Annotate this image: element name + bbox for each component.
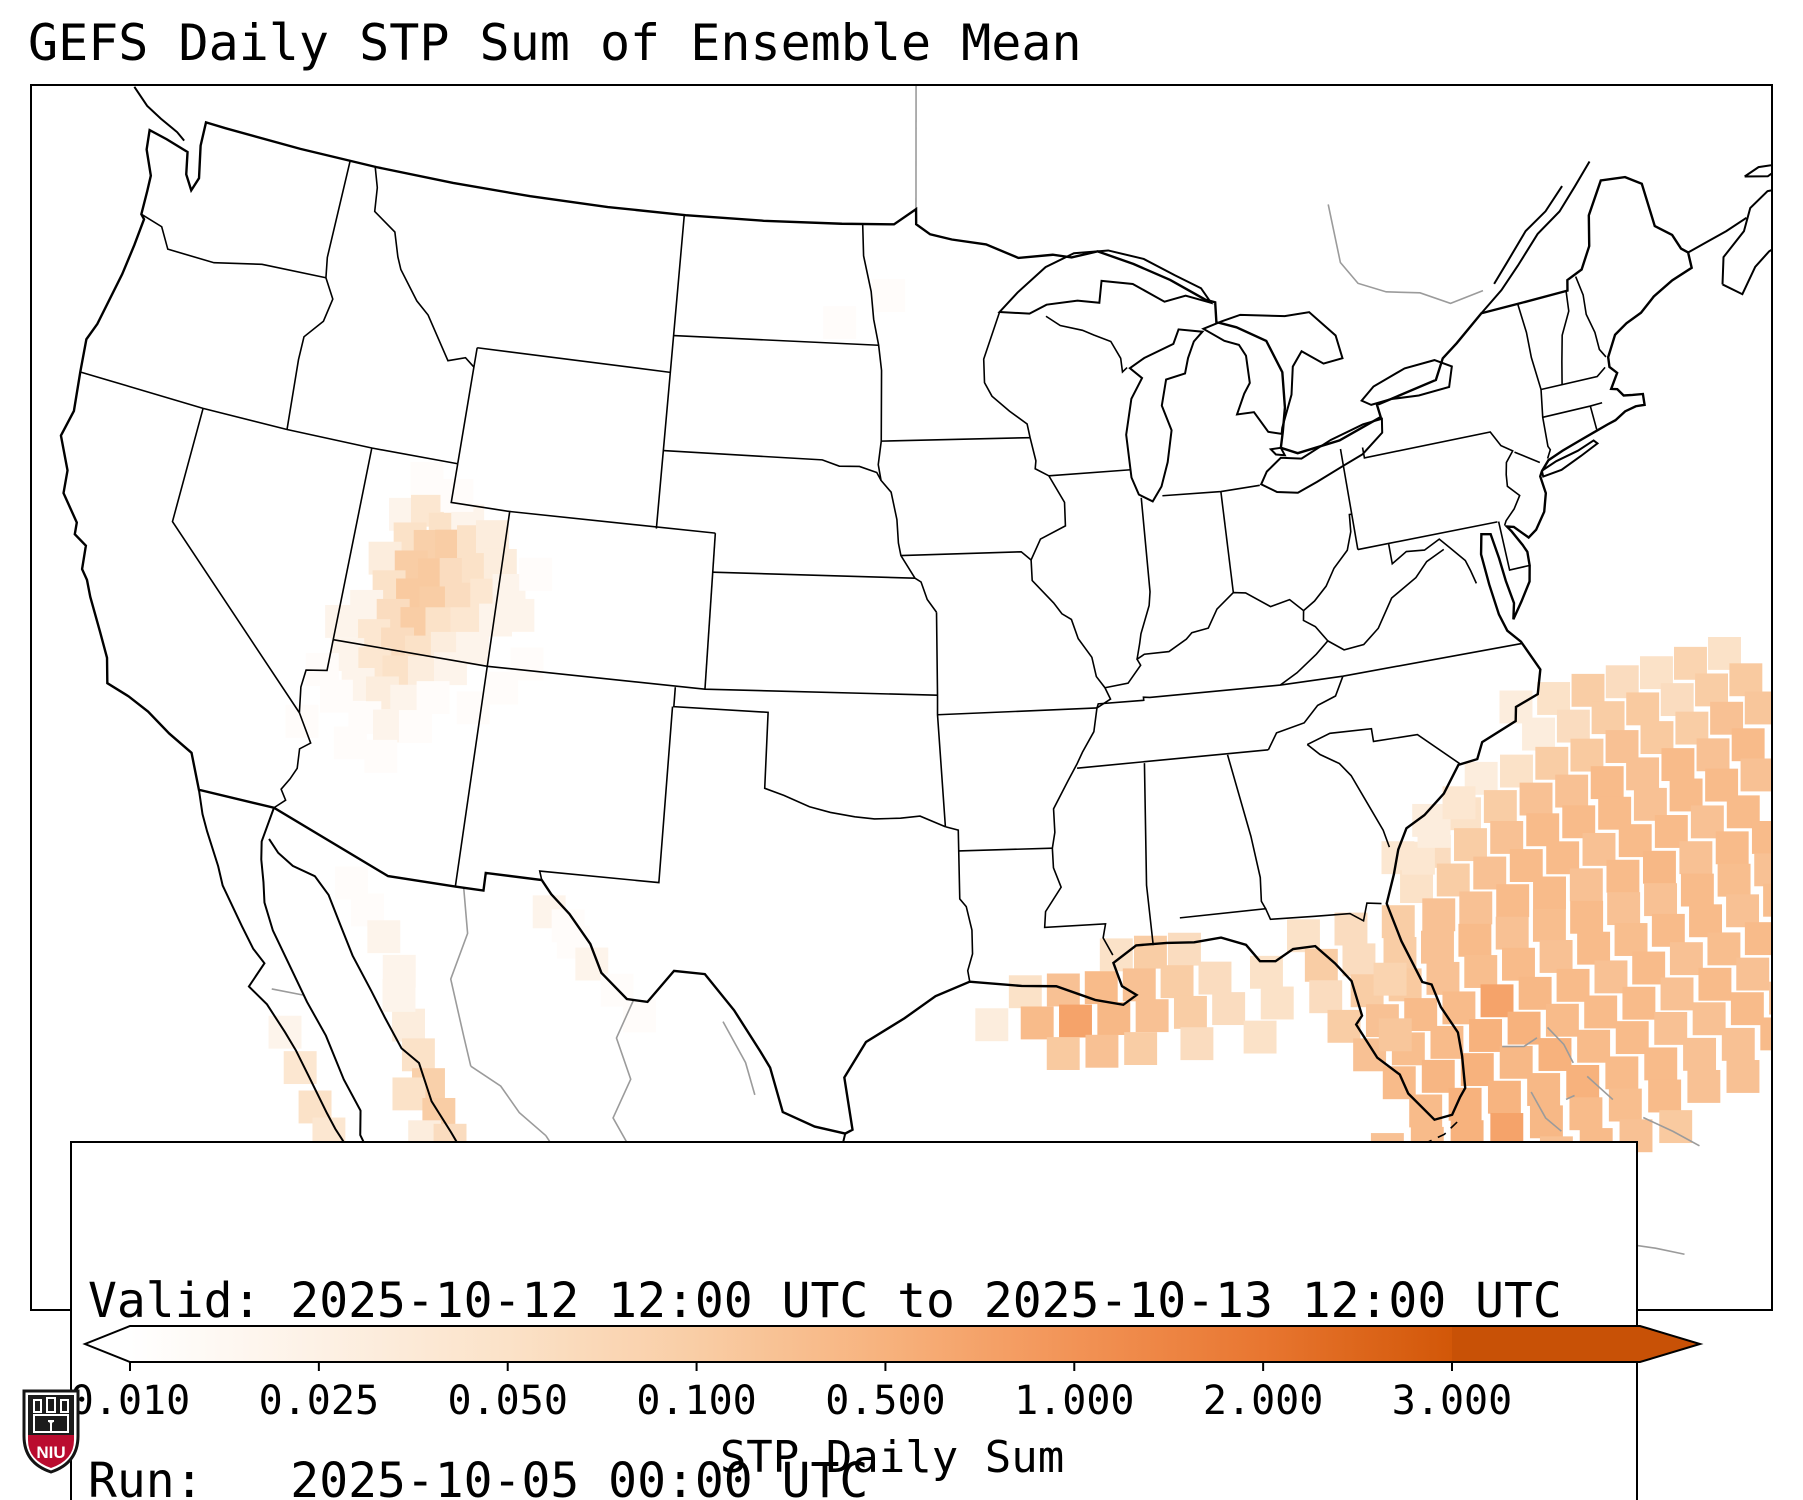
stp-heatmap-cells <box>268 279 1771 1275</box>
colorbar-tick-label: 0.500 <box>825 1378 946 1424</box>
colorbar-under-arrow <box>85 1326 130 1362</box>
niu-shield-red-band <box>28 1435 74 1468</box>
run-time-text: Run: 2025-10-05 00:00 UTC <box>88 1453 869 1500</box>
colorbar-tick-label: 1.000 <box>1014 1378 1135 1424</box>
colorbar-tick-label: 0.010 <box>69 1378 191 1424</box>
colorbar <box>82 1325 1704 1371</box>
page-title: GEFS Daily STP Sum of Ensemble Mean <box>28 14 1082 72</box>
conus-map-canvas <box>59 86 1771 1309</box>
castle-icon <box>33 1397 69 1433</box>
validity-info-box: Valid: 2025-10-12 12:00 UTC to 2025-10-1… <box>70 1141 1638 1500</box>
state-borders <box>80 160 1607 982</box>
colorbar-over-arrow <box>1640 1326 1700 1362</box>
great-lakes <box>997 249 1453 503</box>
niu-logo: NIU <box>22 1389 80 1474</box>
colorbar-tick-label: 0.050 <box>447 1378 568 1424</box>
colorbar-tick-labels: 0.010 0.025 0.050 0.100 0.500 1.000 2.000 3.000 <box>0 1378 1803 1428</box>
niu-logo-text: NIU <box>36 1443 65 1462</box>
colorbar-axis-label: STP Daily Sum <box>719 1432 1065 1483</box>
colorbar-gradient <box>130 1326 1452 1362</box>
colorbar-tick-label: 3.000 <box>1391 1378 1513 1424</box>
colorbar-tick-label: 0.025 <box>258 1378 380 1424</box>
map-panel: Valid: 2025-10-12 12:00 UTC to 2025-10-1… <box>30 84 1773 1500</box>
colorbar-tick-label: 0.100 <box>636 1378 757 1424</box>
colorbar-tick-label: 2.000 <box>1202 1378 1324 1424</box>
us-border-outline <box>59 120 1694 1135</box>
valid-time-text: Valid: 2025-10-12 12:00 UTC to 2025-10-1… <box>88 1273 1562 1329</box>
